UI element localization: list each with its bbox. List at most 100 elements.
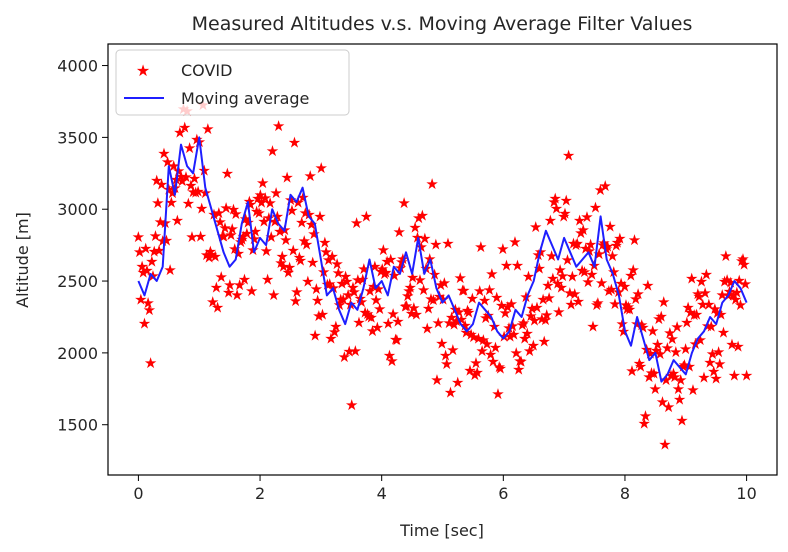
covid-point: ★ [222, 283, 235, 301]
covid-point: ★ [432, 314, 445, 332]
covid-point: ★ [340, 272, 353, 290]
covid-point: ★ [552, 303, 565, 321]
covid-point: ★ [514, 352, 527, 370]
covid-point: ★ [475, 342, 488, 360]
covid-point: ★ [499, 304, 512, 322]
covid-point: ★ [151, 194, 164, 212]
covid-point: ★ [219, 199, 232, 217]
covid-point: ★ [137, 264, 150, 282]
covid-point: ★ [457, 282, 470, 300]
covid-point: ★ [563, 284, 576, 302]
covid-point: ★ [339, 268, 352, 286]
covid-point: ★ [622, 298, 635, 316]
covid-point: ★ [495, 296, 508, 314]
covid-point: ★ [163, 261, 176, 279]
covid-point: ★ [712, 343, 725, 361]
covid-point: ★ [427, 291, 440, 309]
covid-point: ★ [424, 290, 437, 308]
covid-point: ★ [143, 301, 156, 319]
covid-point: ★ [363, 282, 376, 300]
covid-point: ★ [564, 296, 577, 314]
covid-point: ★ [546, 270, 559, 288]
covid-point: ★ [208, 248, 221, 266]
covid-point: ★ [559, 191, 572, 209]
x-tick-label: 0 [133, 484, 143, 503]
covid-point: ★ [516, 316, 529, 334]
covid-point: ★ [642, 368, 655, 386]
covid-point: ★ [251, 190, 264, 208]
covid-point: ★ [324, 329, 337, 347]
covid-point: ★ [223, 276, 236, 294]
covid-point: ★ [322, 251, 335, 269]
covid-point: ★ [570, 234, 583, 252]
covid-point: ★ [494, 359, 507, 377]
covid-point: ★ [663, 324, 676, 342]
covid-point: ★ [399, 298, 412, 316]
covid-point: ★ [686, 381, 699, 399]
covid-point: ★ [183, 139, 196, 157]
covid-point: ★ [286, 242, 299, 260]
covid-point: ★ [338, 348, 351, 366]
covid-point: ★ [651, 335, 664, 353]
covid-point: ★ [656, 393, 669, 411]
covid-point: ★ [397, 194, 410, 212]
covid-point: ★ [422, 299, 435, 317]
covid-point: ★ [698, 284, 711, 302]
covid-point: ★ [176, 172, 189, 190]
covid-point: ★ [330, 255, 343, 273]
covid-point: ★ [739, 275, 752, 293]
covid-point: ★ [272, 117, 285, 135]
covid-point: ★ [294, 251, 307, 269]
covid-point: ★ [439, 347, 452, 365]
covid-point: ★ [313, 208, 326, 226]
covid-point: ★ [628, 231, 641, 249]
legend-box [115, 49, 350, 116]
covid-point: ★ [371, 318, 384, 336]
covid-point: ★ [520, 324, 533, 342]
covid-point: ★ [301, 273, 314, 291]
covid-point: ★ [369, 291, 382, 309]
covid-point: ★ [538, 332, 551, 350]
covid-point: ★ [581, 273, 594, 291]
covid-point: ★ [421, 320, 434, 338]
covid-point: ★ [386, 305, 399, 323]
moving-average-line [137, 136, 748, 383]
covid-point: ★ [226, 220, 239, 238]
covid-point: ★ [496, 240, 509, 258]
covid-point: ★ [510, 344, 523, 362]
covid-point: ★ [652, 310, 665, 328]
covid-point: ★ [428, 265, 441, 283]
covid-point: ★ [633, 354, 646, 372]
covid-point: ★ [608, 295, 621, 313]
covid-point: ★ [185, 228, 198, 246]
covid-point: ★ [455, 310, 468, 328]
covid-point: ★ [402, 282, 415, 300]
covid-point: ★ [558, 204, 571, 222]
covid-point: ★ [379, 264, 392, 282]
covid-point: ★ [591, 294, 604, 312]
covid-point: ★ [461, 302, 474, 320]
covid-point: ★ [362, 308, 375, 326]
covid-point: ★ [389, 330, 402, 348]
covid-point: ★ [525, 300, 538, 318]
covid-point: ★ [522, 267, 535, 285]
covid-point: ★ [580, 208, 593, 226]
series-covid: ★★★★★★★★★★★★★★★★★★★★★★★★★★★★★★★★★★★★★★★★… [132, 96, 754, 453]
covid-point: ★ [518, 329, 531, 347]
covid-point: ★ [618, 277, 631, 295]
covid-point: ★ [536, 290, 549, 308]
covid-point: ★ [260, 242, 273, 260]
covid-point: ★ [263, 194, 276, 212]
covid-point: ★ [374, 262, 387, 280]
covid-point: ★ [410, 306, 423, 324]
covid-point: ★ [501, 298, 514, 316]
legend-label-covid: COVID [181, 61, 232, 80]
covid-point: ★ [547, 193, 560, 211]
y-tick-label: 2500 [57, 272, 98, 291]
covid-point: ★ [634, 358, 647, 376]
covid-point: ★ [623, 301, 636, 319]
covid-point: ★ [350, 214, 363, 232]
axes-frame [107, 43, 778, 476]
